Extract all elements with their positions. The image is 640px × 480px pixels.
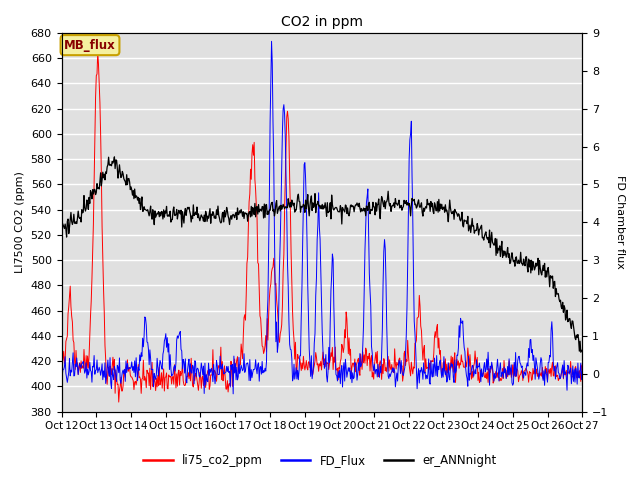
Text: MB_flux: MB_flux bbox=[64, 38, 116, 52]
Legend: li75_co2_ppm, FD_Flux, er_ANNnight: li75_co2_ppm, FD_Flux, er_ANNnight bbox=[138, 449, 502, 472]
Title: CO2 in ppm: CO2 in ppm bbox=[281, 15, 363, 29]
Y-axis label: FD Chamber flux: FD Chamber flux bbox=[615, 175, 625, 269]
Y-axis label: LI7500 CO2 (ppm): LI7500 CO2 (ppm) bbox=[15, 171, 25, 273]
